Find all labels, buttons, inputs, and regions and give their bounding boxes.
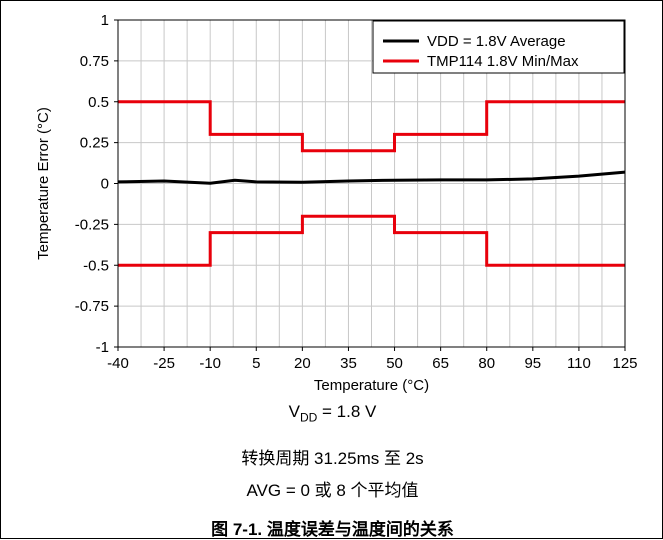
caption-vdd-value: = 1.8 V (317, 402, 377, 421)
y-axis-ticks: 1 0.75 0.5 0.25 0 -0.25 -0.5 -0.75 -1 (75, 12, 118, 356)
x-tick-label: 50 (386, 355, 403, 372)
legend-label-min-max: TMP114 1.8V Min/Max (427, 53, 579, 70)
legend-box (372, 20, 625, 74)
x-tick-label: -10 (199, 355, 221, 372)
y-tick-label: 1 (101, 12, 109, 29)
x-axis-ticks: -40 -25 -10 5 20 35 50 65 80 95 110 125 (107, 347, 638, 372)
caption-avg: AVG = 0 或 8 个平均值 (246, 481, 419, 500)
caption-conversion: 转换周期 31.25ms 至 2s (241, 449, 424, 468)
x-tick-label: -25 (153, 355, 175, 372)
y-tick-label: -0.25 (75, 216, 109, 233)
y-tick-label: 0.75 (80, 53, 109, 70)
x-tick-label: 80 (478, 355, 495, 372)
series-line-0 (117, 170, 626, 185)
x-tick-label: 110 (567, 355, 591, 372)
y-tick-label: -0.5 (83, 257, 109, 274)
y-tick-label: 0.25 (80, 135, 109, 152)
figure-title: 图 7-1. 温度误差与温度间的关系 (211, 520, 454, 539)
series-line-1 (118, 100, 625, 153)
temperature-error-chart: -40 -25 -10 5 20 35 50 65 80 95 110 125 10.750.50.2… (35, 12, 638, 394)
x-tick-label: 125 (612, 355, 637, 372)
series-line-2 (118, 214, 625, 267)
caption-vdd: VDD = 1.8 V (1, 402, 663, 424)
x-tick-label: -40 (107, 355, 129, 372)
x-tick-label: 20 (294, 355, 311, 372)
x-tick-label: 95 (524, 355, 541, 372)
caption-vdd-symbol: V (288, 402, 300, 421)
x-tick-label: 65 (432, 355, 449, 372)
y-tick-label: 0.5 (88, 94, 109, 111)
x-tick-label: 5 (252, 355, 260, 372)
caption-vdd-subscript: DD (299, 410, 318, 425)
y-tick-label: -0.75 (75, 298, 109, 315)
x-tick-label: 35 (340, 355, 357, 372)
plot-series (117, 100, 626, 267)
y-tick-label: 0 (101, 176, 109, 193)
y-axis-title: Temperature Error (°C) (35, 107, 52, 260)
legend: VDD = 1.8V Average TMP114 1.8V Min/Max (372, 20, 625, 74)
legend-label-average: VDD = 1.8V Average (427, 33, 566, 50)
x-axis-title: Temperature (°C) (314, 377, 429, 394)
y-tick-label: -1 (96, 339, 109, 356)
